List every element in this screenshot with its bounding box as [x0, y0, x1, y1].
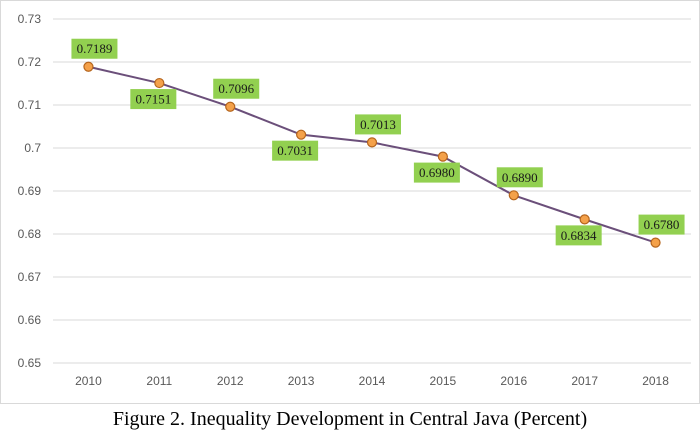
data-point: [154, 77, 165, 89]
data-point: [650, 237, 661, 248]
data-label-box: [355, 114, 401, 135]
y-tick-label: 0.72: [18, 55, 42, 69]
data-point: [83, 61, 94, 72]
x-tick-label: 2013: [288, 374, 315, 388]
chart-frame: 0.65 0.66 0.67 0.68 0.69 0.7 0.71 0.72 0.73 2010 2…: [0, 0, 700, 404]
data-point: [296, 129, 307, 140]
data-point: [225, 101, 236, 112]
data-label: 0.7189: [77, 41, 113, 56]
y-tick-label: 0.68: [18, 227, 42, 241]
y-tick-label: 0.66: [18, 313, 42, 327]
x-tick-label: 2012: [217, 374, 244, 388]
y-tick-label: 0.65: [18, 356, 42, 370]
y-tick-label: 0.73: [18, 12, 42, 26]
x-tick-label: 2015: [430, 374, 457, 388]
data-label-box: [213, 78, 260, 99]
x-tick-label: 2014: [359, 374, 386, 388]
y-tick-label: 0.71: [18, 98, 42, 112]
data-point: [437, 151, 448, 162]
data-point: [579, 214, 590, 225]
figure-caption: Figure 2. Inequality Development in Cent…: [112, 408, 588, 430]
data-label: 0.7151: [135, 92, 171, 107]
x-tick-label: 2017: [571, 374, 598, 388]
line-chart: 0.65 0.66 0.67 0.68 0.69 0.7 0.71 0.72 0.73 2010 2…: [18, 12, 691, 388]
y-tick-label: 0.7: [24, 141, 41, 155]
data-point: [366, 137, 378, 148]
data-label-box: [496, 167, 543, 188]
data-label-box: [638, 214, 685, 235]
y-tick-label: 0.67: [18, 270, 42, 284]
data-label: 0.6780: [644, 217, 680, 232]
y-tick-label: 0.69: [18, 184, 42, 198]
x-tick-label: 2011: [146, 374, 172, 388]
data-label: 0.7013: [360, 117, 396, 132]
data-point: [508, 190, 519, 201]
data-label: 0.7096: [218, 81, 254, 96]
data-label-box: [413, 162, 460, 183]
data-label: 0.6980: [419, 165, 455, 180]
data-label: 0.7031: [277, 143, 313, 158]
x-tick-label: 2016: [500, 374, 527, 388]
data-label: 0.6890: [502, 170, 538, 185]
data-label-box: [130, 89, 177, 110]
data-label-box: [272, 140, 319, 161]
x-tick-label: 2010: [75, 374, 102, 388]
data-label-box: [555, 225, 602, 246]
data-label: 0.6834: [561, 228, 597, 243]
x-tick-label: 2018: [642, 374, 669, 388]
data-label-box: [71, 38, 118, 59]
